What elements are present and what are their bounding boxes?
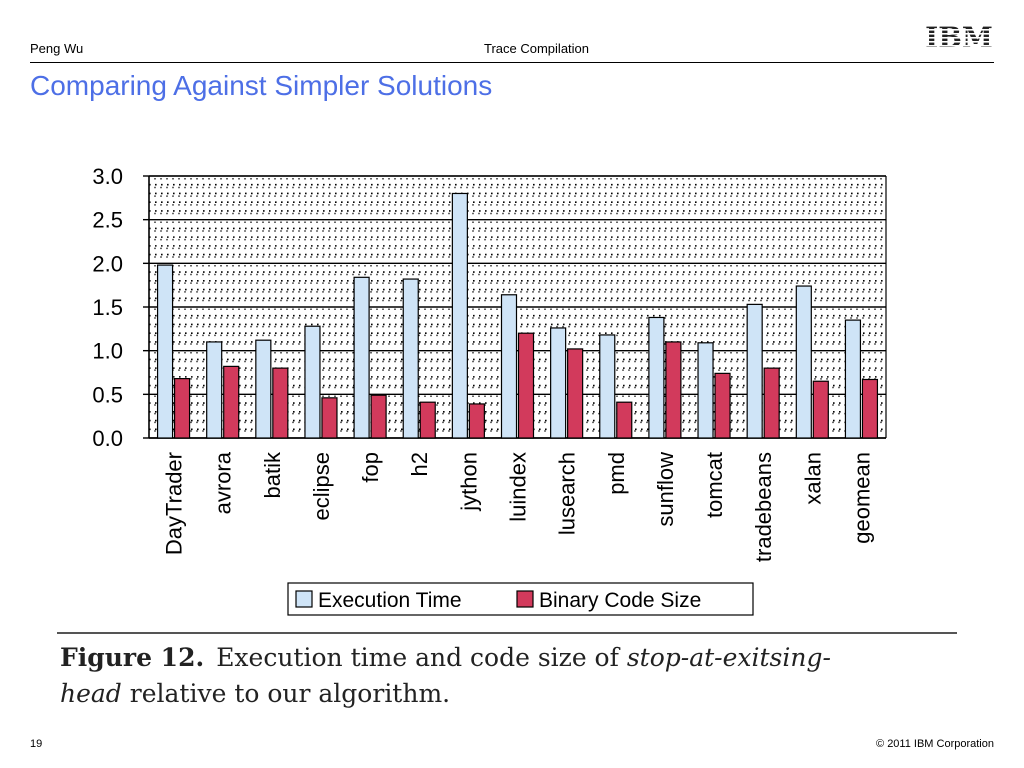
x-tick-label: tradebeans bbox=[751, 452, 776, 562]
execution-time-bar-avrora bbox=[206, 341, 223, 439]
execution-time-bar-sunflow bbox=[648, 316, 665, 439]
caption-rule bbox=[57, 632, 957, 634]
header-rule bbox=[30, 62, 994, 63]
binary-code-size-bar-tomcat bbox=[714, 372, 731, 439]
y-tick-label: 2.0 bbox=[92, 251, 123, 276]
execution-time-bar-lusearch bbox=[550, 327, 567, 439]
x-tick-label: batik bbox=[260, 451, 285, 498]
y-tick-label: 3.0 bbox=[92, 164, 123, 189]
x-tick-label: xalan bbox=[800, 452, 825, 505]
execution-time-bar-h2 bbox=[402, 278, 419, 439]
caption-emphasis: stop-at-exitsing- bbox=[626, 643, 831, 672]
caption-emphasis-cont: head bbox=[60, 679, 122, 708]
binary-code-size-bar-xalan bbox=[812, 380, 829, 439]
binary-code-size-bar-fop bbox=[370, 394, 387, 439]
x-tick-label: eclipse bbox=[309, 452, 334, 520]
page-number: 19 bbox=[30, 738, 43, 750]
figure-caption: Figure 12. Execution time and code size o… bbox=[60, 640, 970, 712]
x-tick-label: pmd bbox=[604, 452, 629, 495]
binary-code-size-bar-lusearch bbox=[567, 348, 584, 439]
binary-code-size-bar-geomean bbox=[861, 378, 879, 439]
execution-time-bar-tomcat bbox=[697, 342, 714, 439]
bar-chart: 0.0 0.5 1.0 1.5 2.0 2.5 3.0 DayTrader avrora bat… bbox=[92, 164, 887, 616]
execution-time-bar-eclipse bbox=[304, 325, 321, 439]
caption-text-end: relative to our algorithm. bbox=[121, 679, 451, 708]
execution-time-bar-daytrader bbox=[156, 264, 174, 439]
execution-time-bar-xalan bbox=[795, 285, 812, 439]
x-tick-label: jython bbox=[456, 452, 481, 512]
x-tick-label: luindex bbox=[506, 452, 531, 522]
binary-code-size-bar-eclipse bbox=[321, 397, 338, 439]
binary-code-size-bar-jython bbox=[468, 403, 485, 439]
binary-code-size-bar-tradebeans bbox=[763, 367, 780, 439]
header-presentation-title: Trace Compilation bbox=[484, 41, 590, 56]
execution-time-bar-pmd bbox=[599, 334, 616, 439]
x-tick-label: geomean bbox=[849, 452, 874, 544]
x-tick-label: avrora bbox=[211, 451, 236, 514]
svg-text:IBM: IBM bbox=[925, 21, 993, 51]
binary-code-size-bar-luindex bbox=[517, 332, 535, 439]
binary-code-size-bar-h2 bbox=[419, 401, 436, 439]
binary-code-size-bar-daytrader bbox=[173, 378, 191, 439]
y-tick-label: 1.5 bbox=[92, 295, 123, 320]
x-tick-label: tomcat bbox=[702, 452, 727, 518]
legend-label-execution-time: Execution Time bbox=[318, 589, 462, 612]
binary-code-size-bar-sunflow bbox=[665, 341, 682, 439]
figure-label: Figure 12. bbox=[60, 643, 205, 672]
binary-code-size-bar-batik bbox=[272, 367, 289, 439]
ibm-logo-icon: IBM bbox=[925, 21, 993, 51]
y-tick-label: 2.5 bbox=[92, 208, 123, 233]
binary-code-size-bar-avrora bbox=[223, 365, 240, 439]
x-tick-label: h2 bbox=[407, 452, 432, 476]
header-author: Peng Wu bbox=[30, 41, 84, 56]
execution-time-bar-geomean bbox=[844, 319, 862, 439]
legend-label-binary-code-size: Binary Code Size bbox=[539, 589, 701, 612]
x-tick-label: lusearch bbox=[555, 452, 580, 535]
y-tick-label: 0.0 bbox=[92, 426, 123, 451]
copyright: © 2011 IBM Corporation bbox=[876, 738, 994, 750]
caption-text: Execution time and code size of bbox=[216, 643, 627, 672]
legend-swatch-binary-code-size bbox=[516, 590, 534, 608]
execution-time-bar-luindex bbox=[500, 294, 518, 439]
binary-code-size-bar-pmd bbox=[616, 401, 633, 439]
y-tick-label: 0.5 bbox=[92, 382, 123, 407]
execution-time-bar-batik bbox=[255, 339, 272, 439]
x-tick-label: DayTrader bbox=[162, 452, 187, 555]
slide-title: Comparing Against Simpler Solutions bbox=[30, 70, 493, 101]
x-tick-label: fop bbox=[358, 452, 383, 483]
execution-time-bar-fop bbox=[353, 276, 370, 439]
y-tick-label: 1.0 bbox=[92, 339, 123, 364]
execution-time-bar-tradebeans bbox=[746, 303, 763, 439]
execution-time-bar-jython bbox=[451, 192, 468, 439]
x-tick-label: sunflow bbox=[653, 452, 678, 527]
legend-swatch-execution-time bbox=[295, 590, 313, 608]
